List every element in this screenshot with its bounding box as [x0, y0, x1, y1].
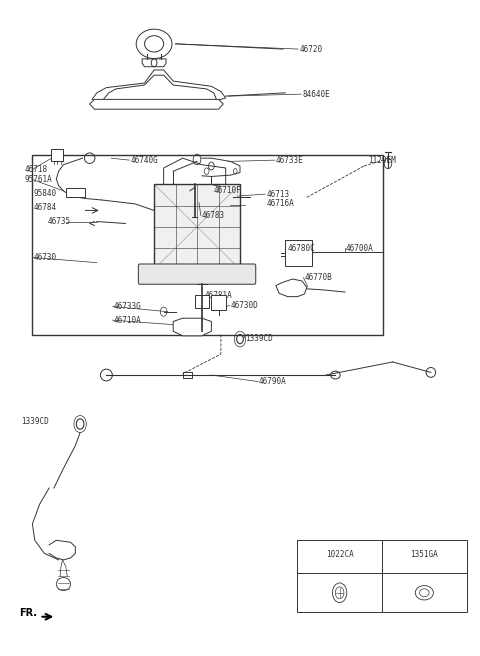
- Text: 46700A: 46700A: [346, 244, 374, 253]
- Bar: [51, 149, 63, 161]
- Text: 1339CD: 1339CD: [22, 417, 49, 426]
- Text: 46710F: 46710F: [214, 186, 241, 195]
- Text: 95840: 95840: [34, 189, 57, 198]
- Text: 46720: 46720: [300, 45, 323, 54]
- Text: FR.: FR.: [20, 609, 37, 619]
- Bar: [66, 188, 85, 197]
- Text: 46710A: 46710A: [114, 316, 141, 325]
- Text: 84640E: 84640E: [302, 90, 330, 98]
- Bar: [297, 541, 467, 612]
- Bar: [164, 197, 230, 256]
- Text: 46733E: 46733E: [276, 155, 303, 165]
- Text: 46780C: 46780C: [288, 244, 315, 253]
- Text: 46718: 46718: [24, 165, 48, 174]
- Text: 46783: 46783: [202, 211, 225, 220]
- Polygon shape: [90, 99, 223, 109]
- Polygon shape: [173, 318, 211, 336]
- Polygon shape: [276, 279, 307, 297]
- Text: 46735: 46735: [48, 217, 71, 226]
- Text: 46716A: 46716A: [266, 199, 294, 209]
- FancyBboxPatch shape: [138, 264, 256, 284]
- Text: 46730: 46730: [34, 253, 57, 262]
- Bar: [285, 240, 312, 266]
- Bar: [211, 295, 226, 310]
- Text: 46770B: 46770B: [304, 273, 332, 282]
- Bar: [195, 295, 209, 308]
- Bar: [288, 243, 309, 262]
- Text: 46713: 46713: [266, 190, 289, 199]
- Text: 46781A: 46781A: [204, 291, 232, 300]
- Polygon shape: [183, 372, 192, 379]
- Bar: [154, 184, 240, 269]
- Text: 46733G: 46733G: [114, 302, 141, 311]
- Polygon shape: [92, 70, 226, 102]
- Bar: [33, 155, 383, 335]
- Text: 46784: 46784: [34, 203, 57, 212]
- Text: 95761A: 95761A: [24, 175, 52, 184]
- Polygon shape: [142, 59, 166, 67]
- Text: 46730D: 46730D: [230, 300, 258, 310]
- Text: 1129EM: 1129EM: [368, 155, 396, 165]
- Text: 1022CA: 1022CA: [326, 550, 353, 559]
- Text: 46740G: 46740G: [130, 155, 158, 165]
- Text: 1351GA: 1351GA: [410, 550, 438, 559]
- Text: 1339CD: 1339CD: [245, 334, 273, 343]
- Text: 46790A: 46790A: [259, 377, 287, 386]
